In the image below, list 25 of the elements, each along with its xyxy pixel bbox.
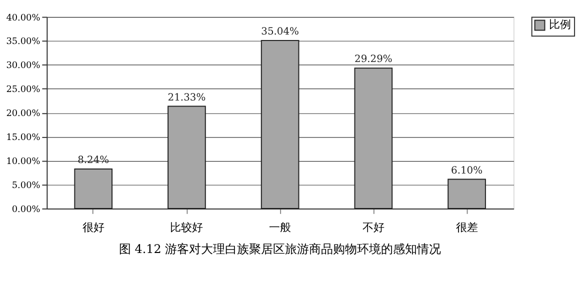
- text: 图 4.12 游客对大理白族聚居区旅游商品购物环境的感知情况: [119, 242, 442, 256]
- data-label: 29.29%: [354, 54, 392, 66]
- bar: [74, 168, 113, 209]
- y-tick-label: 25.00%: [6, 85, 40, 96]
- data-label: 21.33%: [168, 92, 206, 104]
- legend-label: 比例: [549, 18, 572, 32]
- y-tick-label: 30.00%: [6, 61, 40, 72]
- bar: [260, 40, 300, 209]
- y-tick-label: 10.00%: [6, 157, 40, 168]
- data-label: 6.10%: [451, 165, 483, 176]
- y-tick-label: 15.00%: [6, 133, 40, 144]
- x-tick-label: 不好: [362, 220, 384, 234]
- y-tick-label: 0.00%: [12, 204, 40, 215]
- x-tick-label: 一般: [269, 220, 292, 234]
- y-tick-label: 40.00%: [6, 13, 40, 24]
- bar: [448, 178, 486, 209]
- y-tick-label: 5.00%: [12, 180, 40, 191]
- y-tick-label: 35.00%: [6, 37, 40, 48]
- data-label: 35.04%: [261, 26, 299, 38]
- bar: [354, 68, 393, 209]
- bar: [168, 106, 206, 209]
- y-tick-label: 20.00%: [6, 109, 40, 120]
- x-tick-label: 比较好: [170, 220, 204, 234]
- x-tick-label: 很好: [82, 220, 104, 234]
- x-tick-label: 很差: [456, 220, 478, 234]
